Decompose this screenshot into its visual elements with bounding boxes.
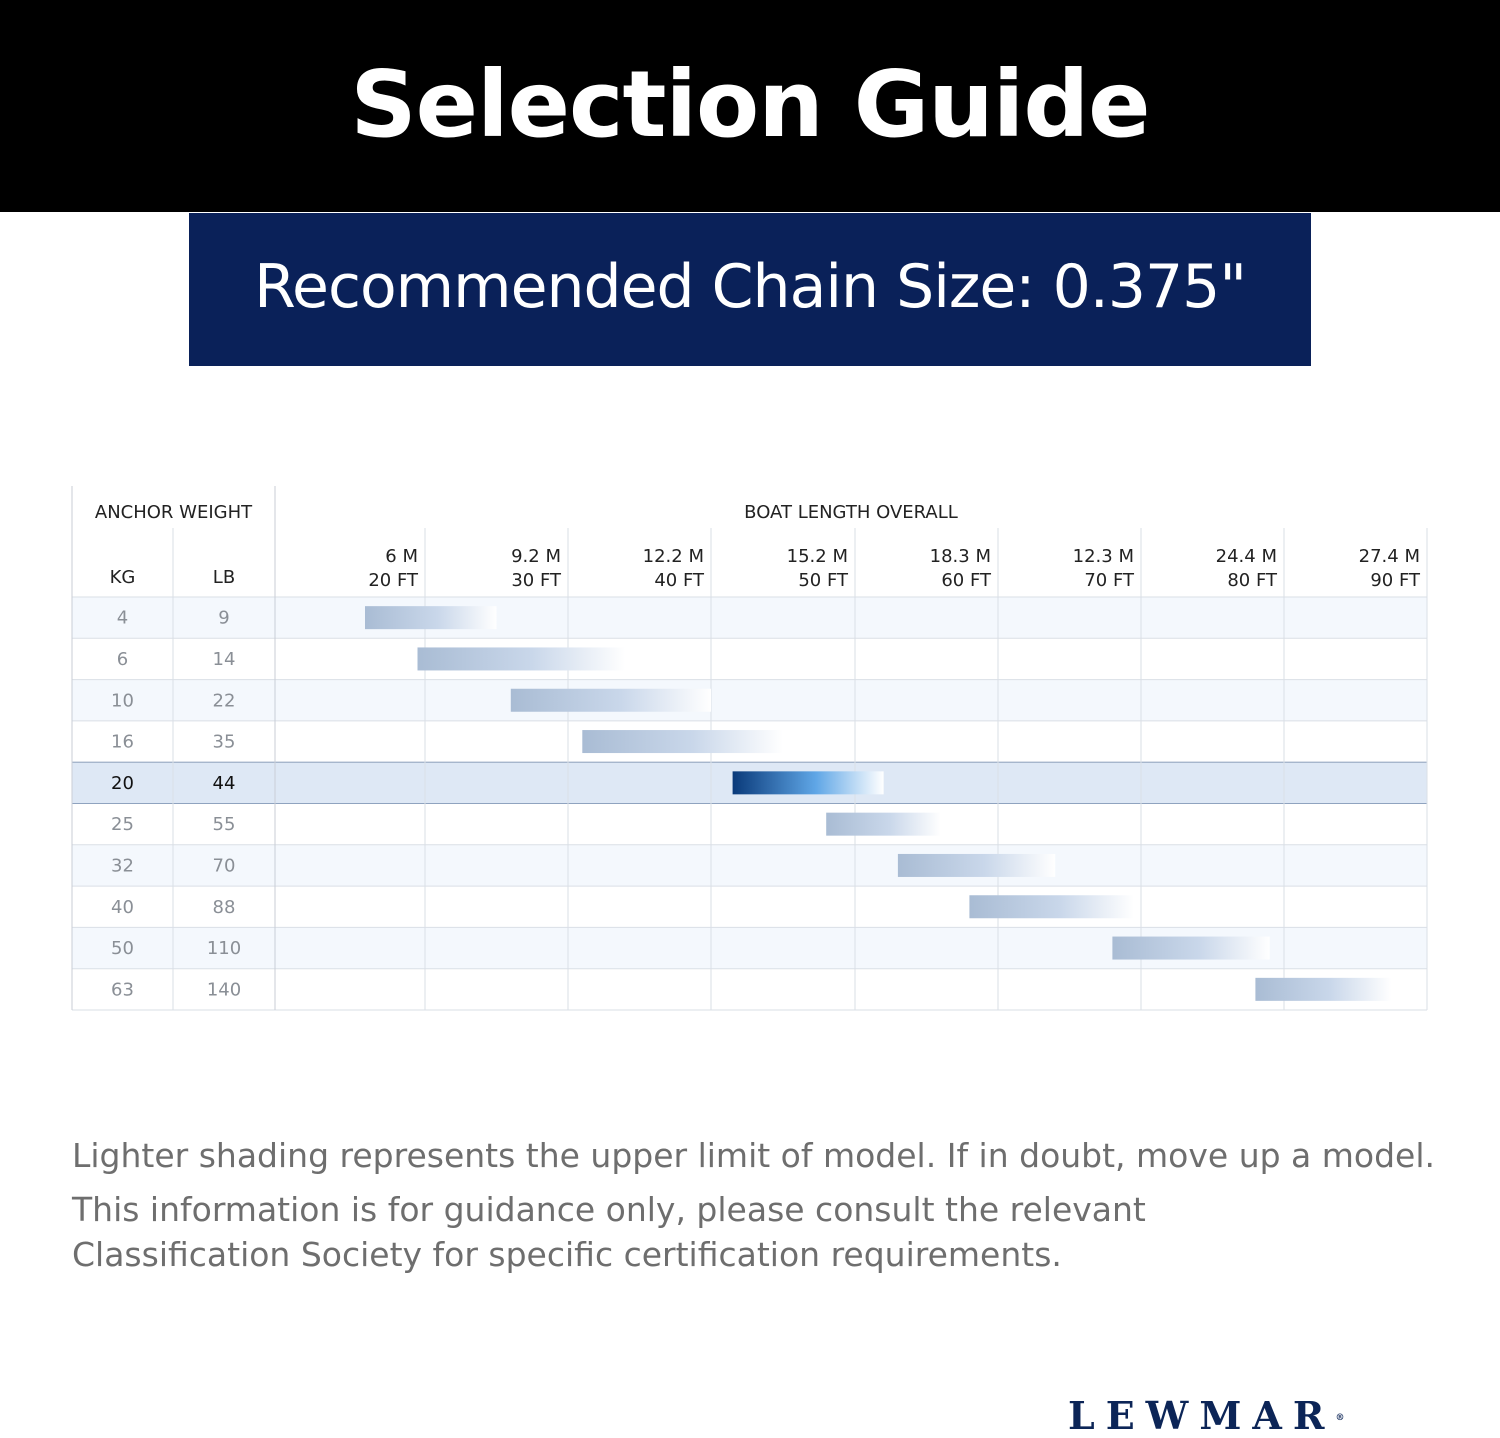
kg-value-32: 32 [111,855,134,876]
lb-value-140: 140 [207,979,241,1000]
kg-value-6: 6 [117,649,128,670]
lewmar-logo: LEWMAR® [1068,1396,1438,1436]
col-label-m-0: 6 M [385,546,418,567]
lb-value-55: 55 [213,814,236,835]
range-bar-50kg [1112,936,1270,960]
page-title: Selection Guide [350,50,1150,158]
kg-value-16: 16 [111,732,134,753]
row-bg-10 [72,679,1427,721]
row-bg-40 [72,886,1427,928]
col-label-ft-6: 80 FT [1227,570,1278,591]
col-label-ft-2: 40 FT [654,570,705,591]
range-bar-40kg [969,895,1134,919]
lb-value-70: 70 [213,855,236,876]
range-bar-4kg [365,606,497,630]
lb-header: LB [213,567,235,588]
lb-value-110: 110 [207,938,241,959]
registered-mark: ® [1335,1413,1345,1423]
anchor-weight-header: ANCHOR WEIGHT [95,502,253,523]
col-label-ft-4: 60 FT [941,570,992,591]
selection-chart: ANCHOR WEIGHT KG LB BOAT LENGTH OVERALL 6 M 2… [71,486,1428,1011]
lb-value-22: 22 [213,690,236,711]
col-label-m-4: 18.3 M [930,546,991,567]
col-label-ft-3: 50 FT [798,570,849,591]
col-label-ft-5: 70 FT [1084,570,1135,591]
row-bg-63 [72,968,1427,1010]
lb-value-44: 44 [213,773,236,794]
chain-size-text: Recommended Chain Size: 0.375" [254,251,1247,322]
col-label-m-5: 12.3 M [1073,546,1134,567]
range-bar-25kg [826,812,941,836]
kg-value-4: 4 [117,608,128,629]
lb-value-88: 88 [213,897,236,918]
col-label-ft-7: 90 FT [1370,570,1421,591]
lb-value-14: 14 [213,649,236,670]
col-label-m-3: 15.2 M [787,546,848,567]
title-bar: Selection Guide [0,0,1500,212]
kg-value-40: 40 [111,897,134,918]
logo-text: LEWMAR [1068,1393,1336,1438]
kg-header: KG [110,567,136,588]
kg-value-10: 10 [111,690,134,711]
row-bg-32 [72,844,1427,887]
note-guidance: This information is for guidance only, p… [72,1190,1146,1274]
col-label-ft-1: 30 FT [511,570,562,591]
range-bar-20kg [732,771,884,795]
col-label-m-7: 27.4 M [1359,546,1420,567]
chain-size-banner: Recommended Chain Size: 0.375" [189,213,1311,366]
range-bar-32kg [897,853,1056,877]
col-label-m-6: 24.4 M [1216,546,1277,567]
range-bar-6kg [417,647,626,671]
range-bar-63kg [1255,977,1392,1001]
kg-value-50: 50 [111,938,134,959]
kg-value-25: 25 [111,814,134,835]
kg-value-63: 63 [111,979,134,1000]
row-bg-25 [72,803,1427,845]
row-bg-6 [72,638,1427,680]
col-label-ft-0: 20 FT [368,570,419,591]
note-shading: Lighter shading represents the upper lim… [72,1136,1436,1175]
lb-value-35: 35 [213,732,236,753]
col-label-m-1: 9.2 M [511,546,561,567]
range-bar-10kg [510,688,711,712]
lb-value-9: 9 [218,608,229,629]
col-label-m-2: 12.2 M [643,546,704,567]
kg-value-20: 20 [111,773,134,794]
row-bg-4 [72,597,1427,639]
boat-length-header: BOAT LENGTH OVERALL [744,502,958,523]
range-bar-16kg [582,730,783,754]
